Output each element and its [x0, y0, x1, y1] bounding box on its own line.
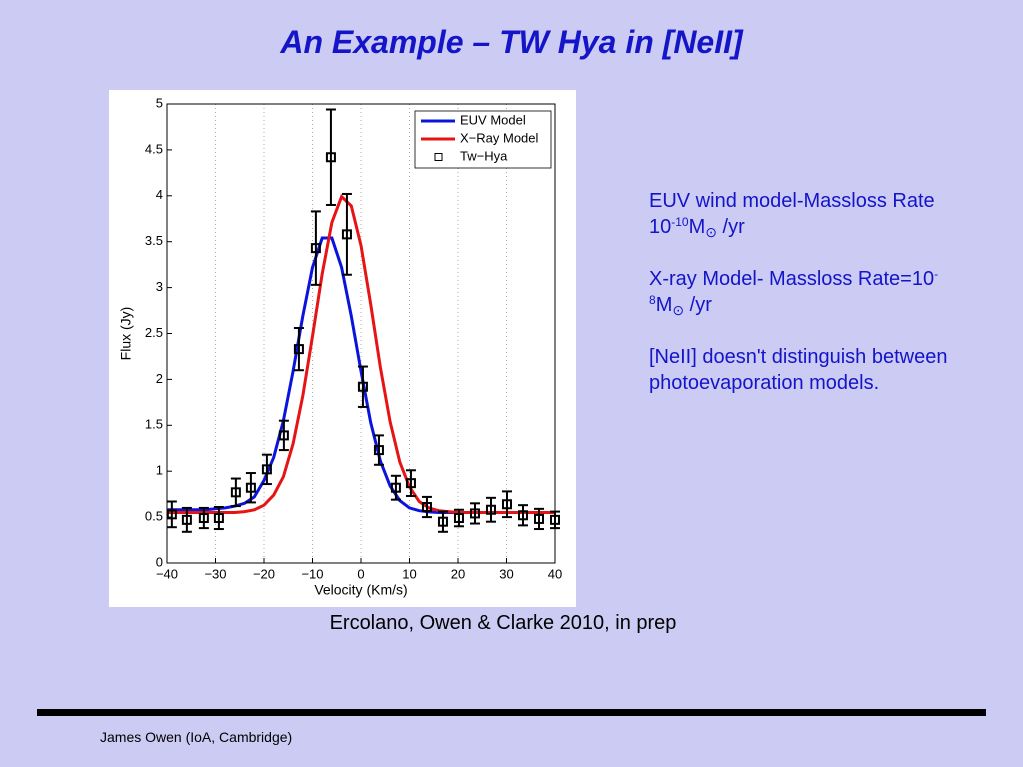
note-exponent: -8 — [649, 267, 939, 307]
y-axis-label: Flux (Jy) — [118, 307, 134, 361]
note: EUV wind model-Massloss Rate 10-10M⊙ /yr — [649, 188, 949, 240]
note-tail: /yr — [684, 294, 712, 316]
data-point — [213, 513, 224, 524]
note-tail: /yr — [717, 216, 745, 238]
x-axis-label: Velocity (Km/s) — [314, 582, 407, 598]
note-text: EUV wind model-Massloss Rate 10 — [649, 190, 935, 238]
x-tick-label: −20 — [253, 566, 275, 581]
data-point — [390, 482, 401, 493]
y-tick-label: 4.5 — [145, 141, 163, 156]
data-point — [357, 381, 368, 392]
data-point — [245, 482, 256, 493]
y-tick-label: 1 — [156, 463, 163, 478]
y-tick-label: 3 — [156, 279, 163, 294]
data-point — [293, 344, 304, 355]
x-tick-label: 20 — [451, 566, 465, 581]
caption: Ercolano, Owen & Clarke 2010, in prep — [329, 612, 677, 634]
axes-box — [166, 103, 556, 564]
y-tick-label: 2 — [156, 371, 163, 386]
divider — [37, 709, 986, 716]
y-tick-label: 5 — [156, 95, 163, 110]
data-point — [181, 514, 192, 525]
legend-swatch — [434, 153, 443, 161]
footer: James Owen (IoA, Cambridge) — [100, 729, 293, 745]
note: [NeII] doesn't distinguish between photo… — [649, 344, 949, 396]
data-point — [278, 430, 289, 441]
x-tick-label: 30 — [499, 566, 513, 581]
legend-label: EUV Model — [460, 112, 526, 127]
y-tick-label: 3.5 — [145, 233, 163, 248]
model-line — [167, 194, 555, 514]
note-exponent: -10 — [671, 215, 689, 229]
y-tick-label: 2.5 — [145, 325, 163, 340]
note-unit: M — [688, 216, 706, 238]
data-point — [310, 243, 321, 254]
legend-label: X−Ray Model — [460, 130, 539, 145]
data-point — [550, 514, 560, 525]
x-tick-label: 10 — [402, 566, 416, 581]
note-subscript: ⊙ — [672, 302, 685, 318]
y-tick-label: 4 — [156, 187, 163, 202]
note-text: X-ray Model- Massloss Rate=10 — [649, 268, 935, 290]
data-point — [198, 513, 209, 524]
data-point — [405, 478, 416, 489]
data-point — [261, 464, 272, 475]
y-tick-label: 1.5 — [145, 417, 163, 432]
x-tick-label: −10 — [301, 566, 323, 581]
model-line — [167, 236, 555, 514]
x-tick-label: 0 — [357, 566, 364, 581]
data-point — [437, 516, 448, 527]
slide-title: An Example – TW Hya in [NeII] — [280, 24, 743, 60]
data-point — [533, 513, 544, 524]
data-point — [166, 509, 177, 520]
data-point — [453, 513, 464, 524]
data-point — [325, 152, 336, 163]
data-point — [230, 487, 241, 498]
notes: EUV wind model-Massloss Rate 10-10M⊙ /yr… — [649, 188, 949, 422]
note-unit: M — [655, 294, 673, 316]
data-point — [501, 499, 512, 510]
data-point — [469, 508, 480, 519]
note-text: [NeII] doesn't distinguish between photo… — [649, 346, 948, 394]
y-tick-label: 0 — [156, 554, 163, 569]
data-point — [485, 504, 496, 515]
data-point — [517, 510, 528, 521]
x-tick-label: 40 — [548, 566, 562, 581]
y-tick-label: 0.5 — [145, 509, 163, 524]
data-point — [373, 445, 384, 456]
data-point — [421, 502, 432, 513]
x-tick-label: −40 — [156, 566, 178, 581]
legend-label: Tw−Hya — [460, 148, 508, 163]
data-point — [341, 229, 352, 240]
note-subscript: ⊙ — [705, 224, 717, 240]
x-tick-label: −30 — [204, 566, 226, 581]
note: X-ray Model- Massloss Rate=10-8M⊙ /yr — [649, 266, 949, 318]
